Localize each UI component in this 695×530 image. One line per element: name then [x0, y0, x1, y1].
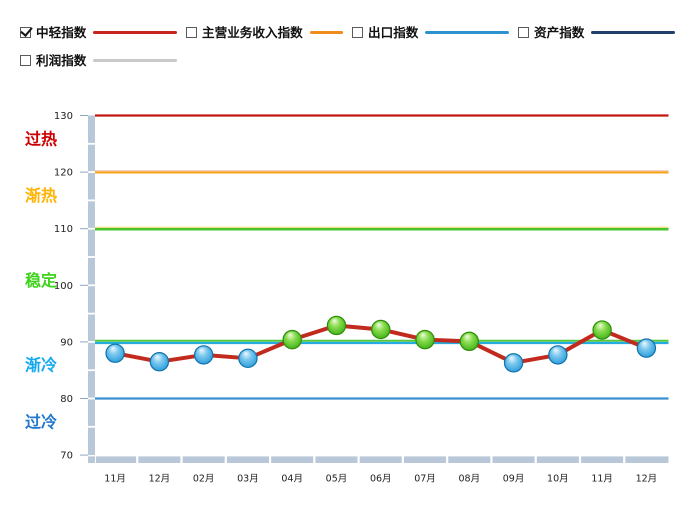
- legend-line-swatch: [93, 31, 177, 34]
- zone-label-4: 过冷: [25, 412, 57, 431]
- y-axis-band-segment: [88, 427, 95, 456]
- y-axis-band-segment: [88, 314, 95, 341]
- x-label-8: 08月: [459, 474, 481, 485]
- x-axis-band-segment: [403, 456, 447, 463]
- legend-line-swatch: [591, 31, 675, 34]
- x-axis-band-segment: [359, 456, 402, 463]
- x-label-3: 03月: [237, 474, 259, 485]
- data-point-4[interactable]: [282, 329, 302, 350]
- x-axis-band-segment: [96, 456, 137, 463]
- data-point-9[interactable]: [503, 353, 524, 373]
- x-axis-band-segment: [226, 456, 269, 463]
- y-axis-band-segment: [88, 257, 95, 285]
- y-axis-band-segment: [88, 342, 95, 370]
- legend-line-swatch: [425, 31, 509, 34]
- y-tick-label-90: 90: [60, 337, 73, 348]
- legend-label: 中轻指数: [36, 25, 87, 40]
- data-point-10[interactable]: [548, 345, 568, 365]
- data-point-0[interactable]: [105, 343, 125, 363]
- legend-checkbox[interactable]: [352, 27, 363, 38]
- y-axis-band-segment: [88, 173, 95, 200]
- zone-label-2: 稳定: [25, 271, 57, 290]
- y-axis-band-segment: [88, 229, 95, 257]
- legend-label: 利润指数: [36, 53, 87, 68]
- x-axis-band-segment: [182, 456, 225, 463]
- chart-legend: 中轻指数 主营业务收入指数 出口指数 资产指数 利润指数: [20, 26, 684, 82]
- x-axis-band-segment: [315, 456, 358, 463]
- legend-label: 出口指数: [368, 25, 419, 40]
- legend-checkbox[interactable]: [20, 55, 31, 66]
- y-axis-band-segment: [88, 286, 95, 313]
- legend-item-1[interactable]: 主营业务收入指数: [186, 26, 352, 39]
- data-point-2[interactable]: [193, 345, 214, 365]
- y-tick-label-70: 70: [60, 451, 73, 462]
- legend-item-3[interactable]: 资产指数: [518, 26, 684, 39]
- legend-item-0[interactable]: 中轻指数: [20, 26, 186, 39]
- y-tick-label-120: 120: [54, 168, 73, 179]
- legend-checkbox[interactable]: [518, 27, 529, 38]
- y-axis-band-segment: [88, 144, 95, 172]
- y-axis-band-segment: [88, 371, 95, 398]
- legend-checkbox[interactable]: [20, 27, 31, 38]
- y-tick-label-80: 80: [60, 394, 73, 405]
- data-point-1[interactable]: [149, 352, 170, 372]
- y-tick-label-130: 130: [54, 111, 73, 122]
- data-point-5[interactable]: [326, 315, 347, 336]
- axis-corner-block: [88, 456, 95, 463]
- zone-label-1: 渐热: [25, 186, 57, 205]
- x-axis-band-segment: [448, 456, 491, 463]
- data-point-8[interactable]: [459, 331, 479, 352]
- x-label-4: 04月: [281, 474, 303, 485]
- x-axis-band-segment: [271, 456, 314, 463]
- legend-label: 资产指数: [534, 25, 585, 40]
- x-axis-band-segment: [625, 456, 669, 463]
- zone-label-0: 过热: [25, 129, 57, 148]
- x-axis-band-segment: [536, 456, 579, 463]
- x-label-1: 12月: [149, 474, 171, 485]
- x-axis-band-segment: [138, 456, 181, 463]
- legend-checkbox[interactable]: [186, 27, 197, 38]
- x-axis-band-segment: [492, 456, 535, 463]
- x-label-2: 02月: [193, 474, 215, 485]
- x-label-11: 11月: [591, 474, 613, 485]
- y-axis-band-segment: [88, 399, 95, 426]
- legend-line-swatch: [93, 59, 177, 62]
- zone-label-3: 渐冷: [25, 356, 57, 375]
- y-tick-label-100: 100: [54, 281, 73, 292]
- y-axis-band-segment: [88, 115, 95, 143]
- legend-line-swatch: [309, 31, 343, 34]
- x-label-9: 09月: [503, 474, 525, 485]
- x-label-12: 12月: [636, 474, 658, 485]
- data-point-3[interactable]: [238, 348, 258, 369]
- data-point-7[interactable]: [415, 329, 435, 350]
- x-axis-band-segment: [581, 456, 624, 463]
- x-label-0: 11月: [104, 474, 126, 485]
- x-label-7: 07月: [414, 474, 436, 485]
- data-point-6[interactable]: [371, 319, 391, 340]
- y-axis-band-segment: [88, 201, 95, 228]
- x-label-6: 06月: [370, 474, 392, 485]
- y-tick-label-110: 110: [54, 224, 73, 235]
- legend-label: 主营业务收入指数: [202, 25, 303, 40]
- legend-item-4[interactable]: 利润指数: [20, 54, 186, 67]
- legend-item-2[interactable]: 出口指数: [352, 26, 518, 39]
- x-label-10: 10月: [547, 474, 569, 485]
- x-label-5: 05月: [326, 474, 348, 485]
- data-point-12[interactable]: [636, 338, 657, 358]
- data-point-11[interactable]: [592, 320, 612, 340]
